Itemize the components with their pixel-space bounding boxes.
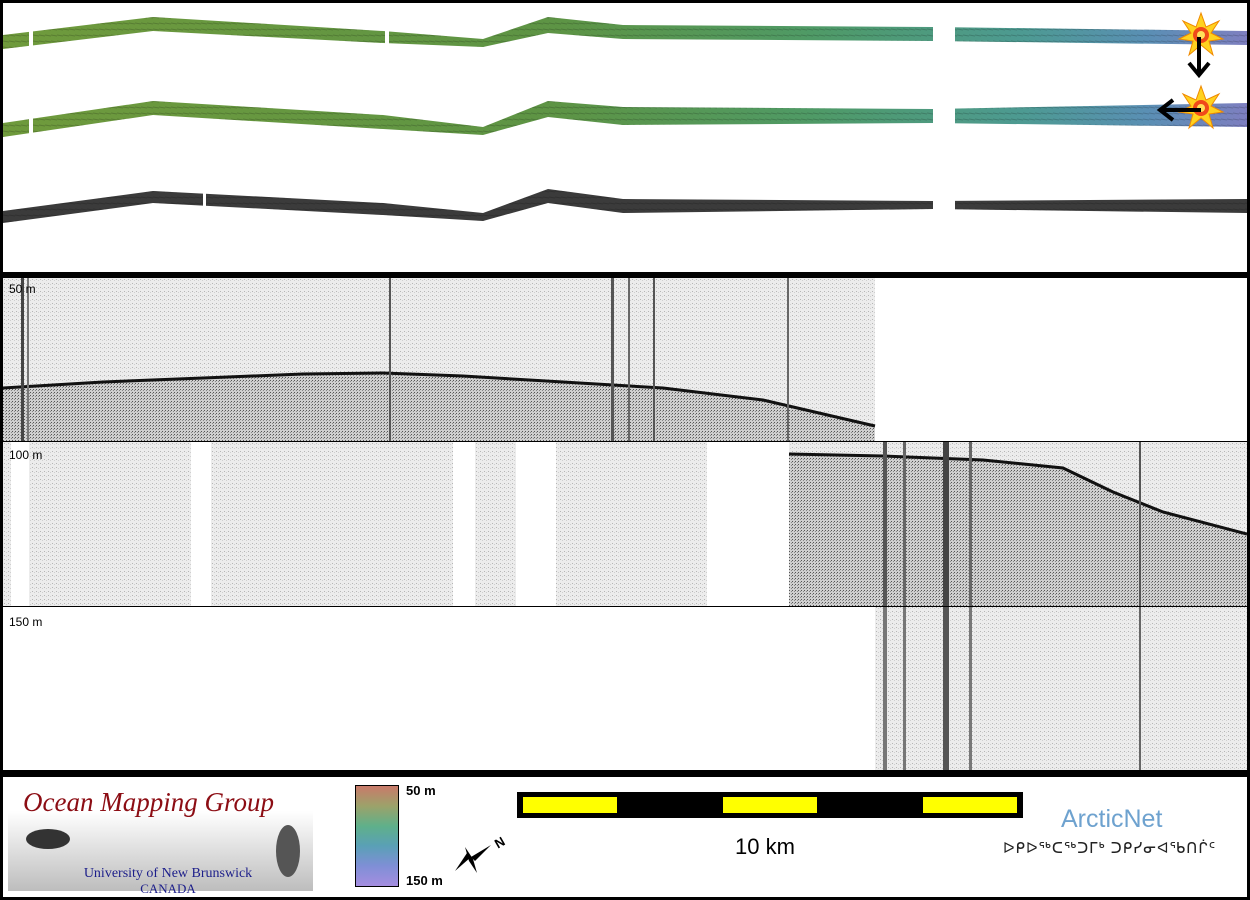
ocean-mapping-group-logo: Ocean Mapping Group University of New Br… <box>8 781 313 896</box>
depth-colorbar <box>355 785 399 887</box>
arrow-left-icon <box>1156 98 1201 122</box>
logo-title: Ocean Mapping Group <box>23 787 274 817</box>
logo-seafloor-image <box>8 811 313 891</box>
bathymetry-strip-1 <box>3 17 1247 53</box>
footer-panel: Ocean Mapping Group University of New Br… <box>3 777 1247 897</box>
north-arrow-icon <box>455 845 491 873</box>
arcticnet-syllabics: ᐅᑭᐅᖅᑕᖅᑐᒥᒃ ᑐᑭᓯᓂᐊᖃᑎᒌᑦ <box>1003 840 1217 857</box>
band-divider <box>3 606 1247 607</box>
subbottom-profile-panel: 50 m 100 m 150 m <box>3 278 1247 770</box>
band-divider <box>3 441 1247 442</box>
logo-country: CANADA <box>140 881 196 896</box>
bathymetry-strip-2 <box>3 99 1247 141</box>
scale-bar <box>517 792 1023 818</box>
scale-segment <box>723 797 817 813</box>
arrow-down-icon <box>1187 37 1211 79</box>
depth-label-100: 100 m <box>9 448 43 462</box>
swath-map-panel <box>3 3 1247 272</box>
logo-university: University of New Brunswick <box>83 866 253 881</box>
colorbar-top-label: 50 m <box>406 783 436 798</box>
backscatter-strip <box>3 187 1247 223</box>
swath-strips <box>3 11 1247 223</box>
colorbar-bottom-label: 150 m <box>406 873 443 888</box>
depth-label-150: 150 m <box>9 615 43 629</box>
scale-segment <box>923 797 1017 813</box>
arcticnet-logo-text: ArcticNet <box>1061 805 1163 833</box>
scale-segment <box>523 797 617 813</box>
profile-image <box>3 278 1247 770</box>
depth-label-50: 50 m <box>9 282 36 296</box>
scale-label: 10 km <box>735 834 795 859</box>
